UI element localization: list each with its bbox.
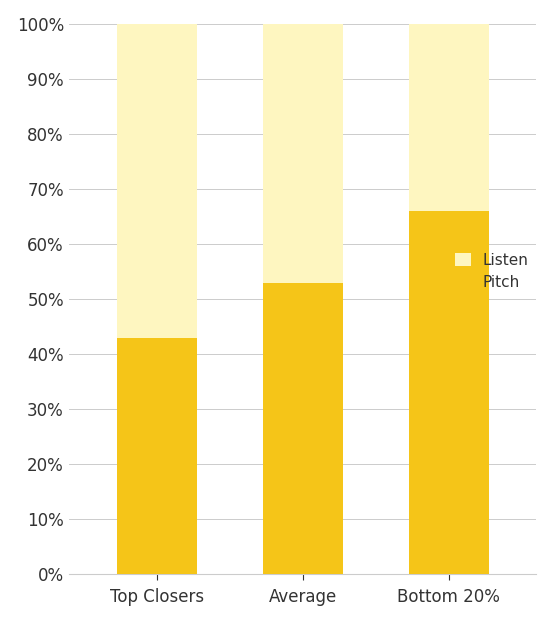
Bar <box>409 211 489 574</box>
Bar <box>117 24 197 338</box>
Bar <box>263 283 343 574</box>
Bar <box>409 24 489 211</box>
Bar <box>263 24 343 283</box>
Legend: Listen, Pitch: Listen, Pitch <box>455 253 529 290</box>
Bar <box>117 338 197 574</box>
